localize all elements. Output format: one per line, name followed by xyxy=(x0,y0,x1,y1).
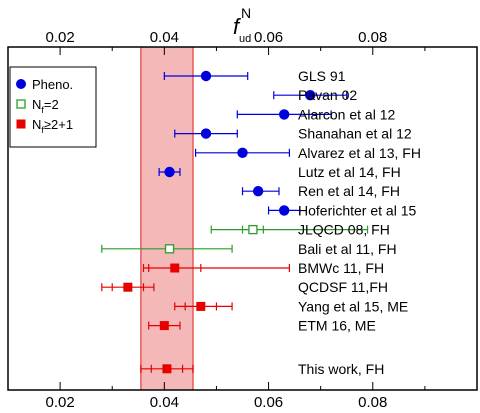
data-point-square xyxy=(196,301,206,311)
x-tick-label-top: 0.04 xyxy=(150,29,179,46)
row-label: Bali et al 11, FH xyxy=(298,241,397,257)
plot-frame xyxy=(7,46,478,391)
x-tick-label-top: 0.08 xyxy=(358,29,387,46)
legend-label: Nf=2 xyxy=(32,97,59,115)
data-point-square xyxy=(159,321,169,331)
data-row: Yang et al 15, ME xyxy=(174,298,408,314)
legend-label: Nf≥2+1 xyxy=(32,117,73,135)
legend-label-subscript: f xyxy=(41,125,44,135)
x-axis-label-subscript: ud xyxy=(239,33,251,45)
legend: Pheno.Nf=2Nf≥2+1 xyxy=(9,66,97,148)
data-row: ETM 16, ME xyxy=(148,318,376,334)
data-point-square xyxy=(123,282,133,292)
data-row: Bali et al 11, FH xyxy=(101,241,397,257)
data-point-circle xyxy=(164,166,175,178)
row-label: Hoferichter et al 15 xyxy=(298,202,416,218)
row-label: Alarcon et al 12 xyxy=(298,106,395,122)
data-row: Hoferichter et al 15 xyxy=(267,202,416,218)
x-axis-label-superscript: N xyxy=(241,5,251,21)
result-band xyxy=(140,47,193,390)
legend-marker-open-square xyxy=(16,99,26,109)
row-label: This work, FH xyxy=(298,361,384,377)
x-tick-label-top: 0.06 xyxy=(254,29,283,46)
data-row: Alvarez et al 13, FH xyxy=(195,145,421,161)
tick-layer: 0.02 0.02 0.04 0.04 0.06 0.06 0.08 0.08 xyxy=(7,29,426,411)
data-row: Shanahan et al 12 xyxy=(174,126,412,142)
data-row: Alarcon et al 12 xyxy=(236,106,395,122)
x-tick-label-bottom: 0.04 xyxy=(150,394,179,411)
row-label: Yang et al 15, ME xyxy=(298,298,408,314)
legend-label-base: N xyxy=(32,117,41,132)
data-point-circle xyxy=(200,70,212,82)
row-label: GLS 91 xyxy=(298,68,346,84)
data-point-open-square xyxy=(248,224,258,235)
row-label: ETM 16, ME xyxy=(298,318,376,334)
row-label: BMWc 11, FH xyxy=(298,260,384,276)
data-row: BMWc 11, FH xyxy=(142,260,384,276)
axis-title: f N ud xyxy=(233,5,251,45)
x-tick-label-bottom: 0.06 xyxy=(254,394,283,411)
x-tick-label-bottom: 0.08 xyxy=(358,394,387,411)
x-tick-label-bottom: 0.02 xyxy=(46,394,75,411)
row-label: Shanahan et al 12 xyxy=(298,126,412,142)
data-point-open-square xyxy=(164,244,175,254)
data-row: GLS 91 xyxy=(163,68,346,84)
row-label: Ren et al 14, FH xyxy=(298,183,400,199)
data-row: JLQCD 08, FH xyxy=(210,222,390,238)
data-point-circle xyxy=(278,109,290,120)
data-row: Lutz et al 14, FH xyxy=(158,164,401,180)
data-point-circle xyxy=(278,205,290,216)
data-row: This work, FH xyxy=(140,361,384,377)
row-label: JLQCD 08, FH xyxy=(298,222,390,238)
row-label: QCDSF 11,FH xyxy=(298,279,388,295)
data-point-square xyxy=(162,364,172,374)
data-point-circle xyxy=(252,186,264,197)
legend-marker-square xyxy=(16,119,26,129)
legend-marker-circle xyxy=(16,79,26,89)
data-point-circle xyxy=(237,147,248,158)
row-label: Alvarez et al 13, FH xyxy=(298,145,421,161)
x-axis-label: f xyxy=(233,14,242,39)
band-layer xyxy=(140,47,194,390)
x-tick-label-top: 0.02 xyxy=(46,29,75,46)
data-point-square xyxy=(170,263,180,273)
data-point-circle xyxy=(305,90,316,101)
data-row: Pavan 02 xyxy=(273,87,357,103)
data-row: Ren et al 14, FH xyxy=(241,183,400,199)
legend-label-subscript: f xyxy=(41,105,44,115)
data-row: QCDSF 11,FH xyxy=(101,279,388,295)
legend-label: Pheno. xyxy=(32,77,73,92)
row-label: Lutz et al 14, FH xyxy=(298,164,401,180)
row-label: Pavan 02 xyxy=(298,87,357,103)
legend-label-base: N xyxy=(32,97,41,112)
data-point-circle xyxy=(200,128,212,139)
legend-label-rest: =2 xyxy=(44,97,59,112)
row-layer: GLS 91 Pavan 02 Alarcon et al 12 Shanahan e… xyxy=(101,68,421,377)
legend-label-rest: ≥2+1 xyxy=(44,117,73,132)
